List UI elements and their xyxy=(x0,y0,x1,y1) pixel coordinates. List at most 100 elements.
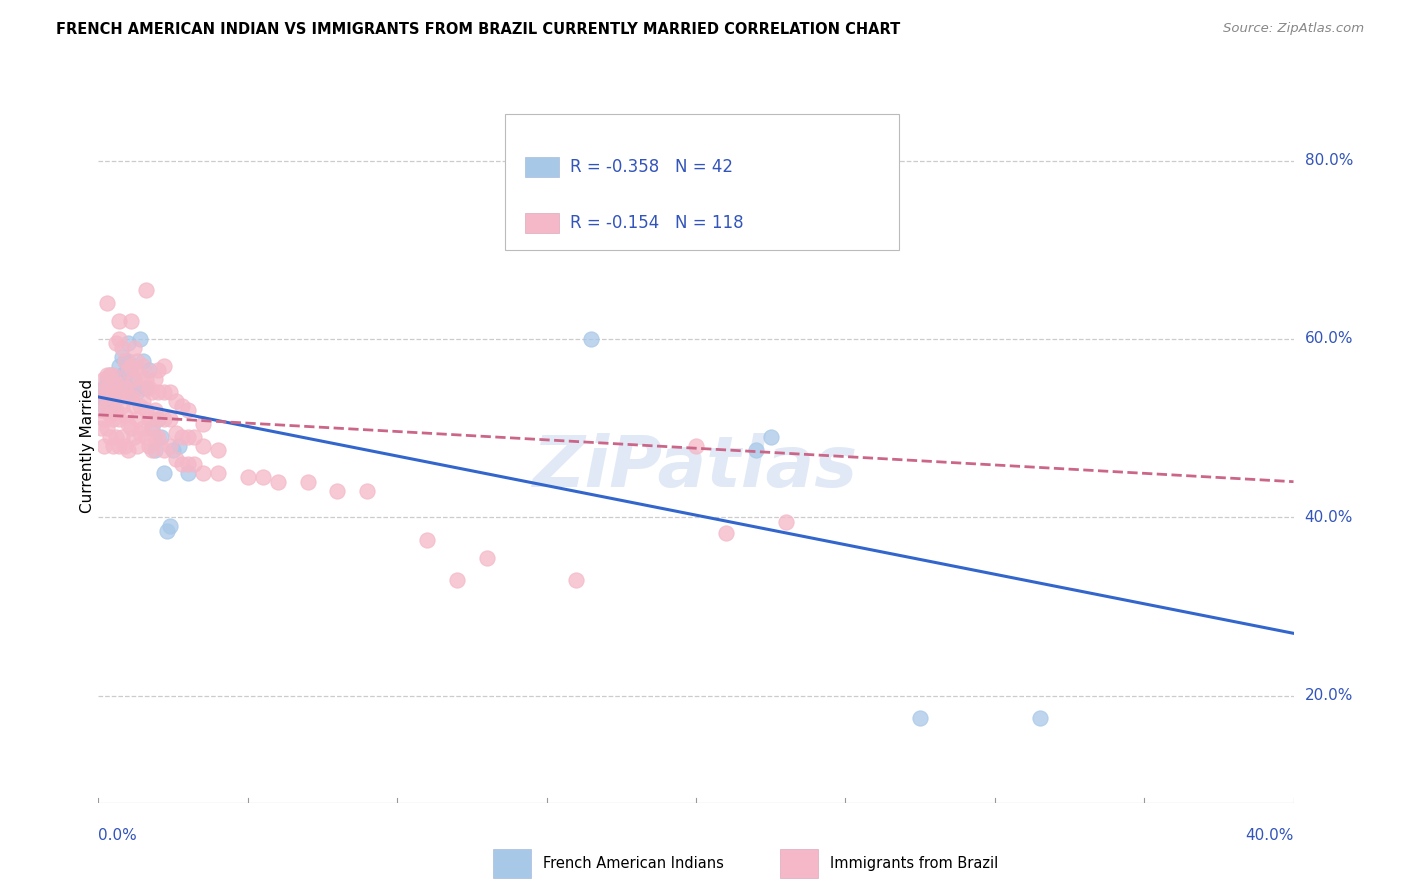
Point xyxy=(105,376,128,391)
Point xyxy=(565,573,588,587)
FancyBboxPatch shape xyxy=(524,213,558,233)
Point xyxy=(117,443,139,458)
Point xyxy=(98,390,122,404)
Point xyxy=(93,412,115,426)
Point xyxy=(135,403,157,417)
Text: French American Indians: French American Indians xyxy=(543,856,724,871)
Point xyxy=(135,430,157,444)
Point xyxy=(105,385,128,400)
Point xyxy=(98,408,122,422)
Point xyxy=(150,430,173,444)
Point xyxy=(96,421,118,435)
Point xyxy=(114,354,136,368)
Point xyxy=(120,314,142,328)
Point xyxy=(114,408,136,422)
FancyBboxPatch shape xyxy=(505,114,900,250)
Point xyxy=(108,412,131,426)
Point xyxy=(117,354,139,368)
Point xyxy=(446,573,468,587)
Point xyxy=(108,314,131,328)
Point xyxy=(141,421,163,435)
Point xyxy=(165,452,187,467)
Point xyxy=(114,439,136,453)
Point xyxy=(93,372,115,386)
Point xyxy=(129,368,152,382)
Point xyxy=(138,439,160,453)
Point xyxy=(148,412,170,426)
Point xyxy=(105,336,128,351)
Point xyxy=(191,466,214,480)
Point xyxy=(159,439,181,453)
Text: R = -0.358   N = 42: R = -0.358 N = 42 xyxy=(571,158,734,176)
Point xyxy=(105,403,128,417)
Point xyxy=(177,430,200,444)
Point xyxy=(141,385,163,400)
Point xyxy=(111,399,134,413)
Point xyxy=(138,412,160,426)
Point xyxy=(141,417,163,431)
Point xyxy=(153,466,176,480)
Point xyxy=(172,399,194,413)
Point xyxy=(714,526,737,541)
Point xyxy=(135,283,157,297)
Point xyxy=(775,515,797,529)
Text: 0.0%: 0.0% xyxy=(98,828,138,843)
Text: 20.0%: 20.0% xyxy=(1305,689,1353,703)
Point xyxy=(177,466,200,480)
Point xyxy=(127,354,149,368)
Point xyxy=(124,372,146,386)
Point xyxy=(90,385,112,400)
Point xyxy=(98,368,122,382)
Point xyxy=(141,443,163,458)
Point xyxy=(207,466,229,480)
Point xyxy=(120,385,142,400)
Point xyxy=(90,421,112,435)
Point xyxy=(183,430,205,444)
Point xyxy=(172,457,194,471)
Point xyxy=(103,439,125,453)
Point xyxy=(135,381,157,395)
Point xyxy=(143,372,166,386)
Point xyxy=(143,430,166,444)
Point xyxy=(745,443,768,458)
Point xyxy=(156,524,179,538)
Point xyxy=(98,430,122,444)
Point xyxy=(120,390,142,404)
Point xyxy=(207,443,229,458)
Point xyxy=(132,354,155,368)
Point xyxy=(1028,711,1050,725)
Point xyxy=(581,225,603,239)
Point xyxy=(98,403,122,417)
Point xyxy=(124,341,146,355)
Point xyxy=(103,376,125,391)
Point xyxy=(117,417,139,431)
Point xyxy=(108,390,131,404)
Point xyxy=(127,381,149,395)
Point xyxy=(103,368,125,382)
Point xyxy=(138,381,160,395)
Point xyxy=(177,457,200,471)
Point xyxy=(159,519,181,533)
Point xyxy=(685,439,707,453)
FancyBboxPatch shape xyxy=(494,849,531,878)
Point xyxy=(165,394,187,409)
Point xyxy=(124,399,146,413)
Point xyxy=(908,711,931,725)
Point xyxy=(93,381,115,395)
Point xyxy=(96,296,118,310)
Text: 40.0%: 40.0% xyxy=(1246,828,1294,843)
Point xyxy=(111,430,134,444)
Point xyxy=(114,368,136,382)
Point xyxy=(153,359,176,373)
Point xyxy=(108,332,131,346)
Point xyxy=(93,439,115,453)
Point xyxy=(581,332,603,346)
Point xyxy=(96,368,118,382)
Point xyxy=(90,390,112,404)
Point xyxy=(120,421,142,435)
Point xyxy=(759,430,782,444)
Point xyxy=(111,376,134,391)
Point xyxy=(267,475,290,489)
Point xyxy=(132,359,155,373)
Text: Source: ZipAtlas.com: Source: ZipAtlas.com xyxy=(1223,22,1364,36)
